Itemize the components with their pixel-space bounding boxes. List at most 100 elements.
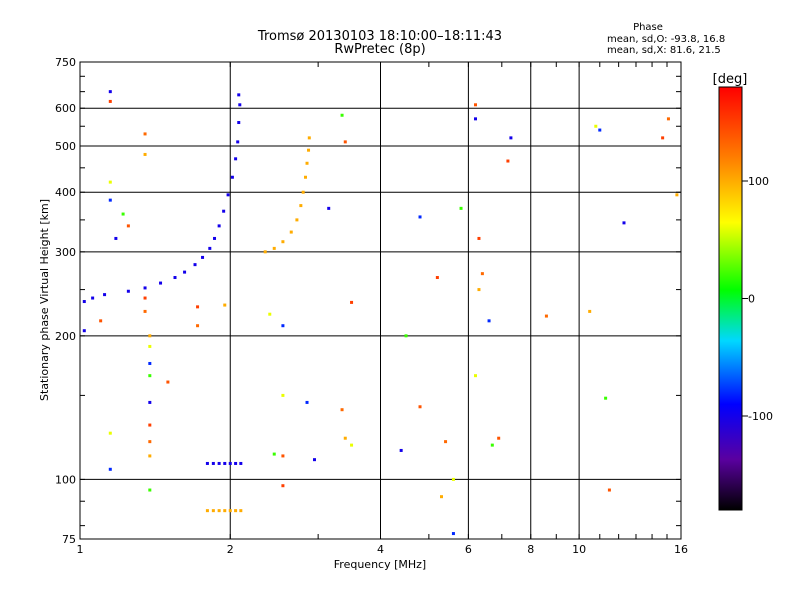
echo-point: [82, 300, 86, 304]
echo-point: [301, 190, 305, 194]
y-tick-label: 75: [62, 533, 76, 546]
colorbar-tick-label: -100: [748, 410, 773, 423]
echo-point: [343, 140, 347, 144]
y-tick-label: 600: [55, 102, 76, 115]
echo-point: [477, 236, 481, 240]
colorbar-tick-label: 100: [748, 175, 769, 188]
echo-point: [222, 209, 226, 213]
colorbar-ticks: 100 0 -100: [742, 175, 773, 423]
echo-point: [497, 436, 501, 440]
x-tick-label: 6: [465, 543, 472, 556]
grid-lines: [80, 62, 681, 539]
echo-point: [143, 309, 147, 313]
y-tick-label: 100: [55, 473, 76, 486]
echo-point: [544, 314, 548, 318]
echo-point: [312, 458, 316, 462]
echo-point: [159, 281, 163, 285]
echo-point: [148, 400, 152, 404]
echo-point: [327, 206, 331, 210]
echo-point: [343, 436, 347, 440]
echo-point: [440, 495, 444, 499]
echo-point: [148, 423, 152, 427]
echo-point: [281, 393, 285, 397]
echo-point: [307, 136, 311, 140]
echo-point: [223, 509, 227, 513]
echo-points: [82, 90, 679, 536]
echo-point: [268, 312, 272, 316]
echo-point: [143, 152, 147, 156]
y-tick-label: 200: [55, 330, 76, 343]
echo-point: [350, 300, 354, 304]
echo-point: [173, 276, 177, 280]
colorbar-tick-label: 0: [748, 293, 755, 306]
echo-point: [435, 276, 439, 280]
echo-point: [509, 136, 513, 140]
echo-point: [239, 461, 243, 465]
echo-point: [666, 117, 670, 121]
echo-point: [103, 293, 107, 297]
echo-point: [506, 159, 510, 163]
colorbar: [718, 86, 743, 511]
echo-point: [281, 484, 285, 488]
x-tick-label: 10: [572, 543, 586, 556]
echo-point: [399, 448, 403, 452]
echo-point: [223, 461, 227, 465]
echo-point: [211, 509, 215, 513]
echo-point: [289, 230, 293, 234]
echo-point: [108, 198, 112, 202]
echo-point: [148, 440, 152, 444]
echo-point: [226, 193, 230, 197]
echo-point: [91, 296, 95, 300]
x-tick-label: 4: [377, 543, 384, 556]
echo-point: [473, 103, 477, 107]
x-tick-label: 1: [77, 543, 84, 556]
echo-point: [205, 461, 209, 465]
echo-point: [108, 180, 112, 184]
echo-point: [238, 103, 242, 107]
echo-point: [143, 296, 147, 300]
echo-point: [303, 175, 307, 179]
echo-point: [114, 236, 118, 240]
echo-point: [228, 461, 232, 465]
x-axis-label: Frequency [MHz]: [334, 558, 426, 571]
echo-point: [148, 454, 152, 458]
echo-point: [166, 380, 170, 384]
echo-point: [217, 461, 221, 465]
echo-point: [305, 161, 309, 165]
echo-point: [272, 246, 276, 250]
echo-point: [340, 113, 344, 117]
echo-point: [148, 374, 152, 378]
x-tick-label: 8: [527, 543, 534, 556]
echo-point: [108, 467, 112, 471]
colorbar-label: [deg]: [713, 72, 748, 87]
x-tick-label: 2: [227, 543, 234, 556]
echo-point: [622, 221, 626, 225]
echo-point: [473, 117, 477, 121]
echo-point: [661, 136, 665, 140]
echo-point: [126, 289, 130, 293]
echo-point: [193, 263, 197, 267]
echo-point: [604, 396, 608, 400]
echo-point: [217, 224, 221, 228]
phase-stats-heading: Phase: [633, 22, 663, 33]
echo-point: [598, 128, 602, 132]
echo-point: [588, 309, 592, 313]
echo-point: [480, 272, 484, 276]
y-tick-label: 300: [55, 246, 76, 259]
echo-point: [208, 246, 212, 250]
echo-point: [183, 270, 187, 274]
phase-stats-o: mean, sd,O: -93.8, 16.8: [607, 34, 725, 45]
echo-point: [340, 408, 344, 412]
echo-point: [295, 218, 299, 222]
phase-stats-x: mean, sd,X: 81.6, 21.5: [607, 45, 721, 56]
y-tick-label: 400: [55, 186, 76, 199]
echo-point: [196, 324, 200, 328]
echo-point: [121, 212, 125, 216]
echo-point: [451, 477, 455, 481]
x-tick-labels: 1 2 4 6 8 10 16: [77, 543, 689, 556]
echo-point: [404, 334, 408, 338]
echo-point: [418, 215, 422, 219]
echo-point: [305, 400, 309, 404]
echo-point: [237, 121, 241, 125]
echo-point: [451, 532, 455, 536]
